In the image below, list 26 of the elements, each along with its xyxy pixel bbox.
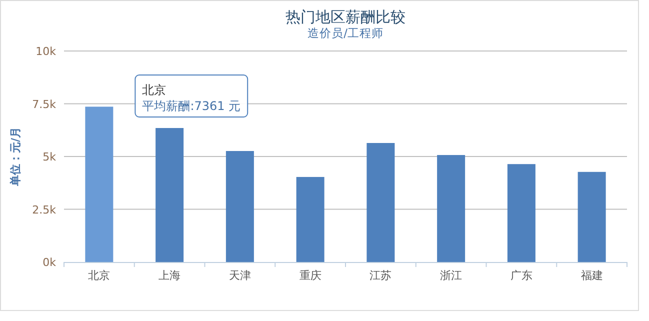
x-tick-label: 江苏 bbox=[370, 269, 392, 282]
x-tick-label: 福建 bbox=[580, 269, 603, 282]
y-tick-label: 5k bbox=[42, 150, 57, 164]
annotation: 平均薪酬:7361 元 bbox=[142, 99, 241, 113]
bar bbox=[85, 106, 114, 262]
bar bbox=[578, 172, 606, 262]
x-tick-label: 广东 bbox=[510, 269, 532, 282]
bar bbox=[437, 155, 466, 262]
y-tick-label: 0k bbox=[42, 256, 57, 269]
y-axis-title: 单位：元/月 bbox=[9, 126, 22, 188]
bar bbox=[156, 128, 184, 262]
bar bbox=[366, 142, 395, 262]
bar bbox=[226, 151, 254, 262]
x-tick-label: 浙江 bbox=[440, 269, 462, 282]
y-tick-label: 2.5k bbox=[32, 203, 57, 216]
x-tick-label: 天津 bbox=[228, 269, 251, 282]
y-tick-label: 7.5k bbox=[32, 98, 57, 111]
bar bbox=[296, 176, 324, 262]
chart-title: 热门地区薪酬比较 bbox=[286, 8, 406, 26]
x-tick-label: 重庆 bbox=[299, 269, 322, 282]
y-tick-label: 10k bbox=[36, 45, 57, 58]
bar bbox=[507, 164, 536, 262]
annotation: 北京 bbox=[142, 83, 166, 97]
x-tick-label: 上海 bbox=[158, 269, 181, 282]
chart-subtitle: 造价员/工程师 bbox=[308, 26, 384, 40]
x-tick-label: 北京 bbox=[88, 269, 110, 282]
